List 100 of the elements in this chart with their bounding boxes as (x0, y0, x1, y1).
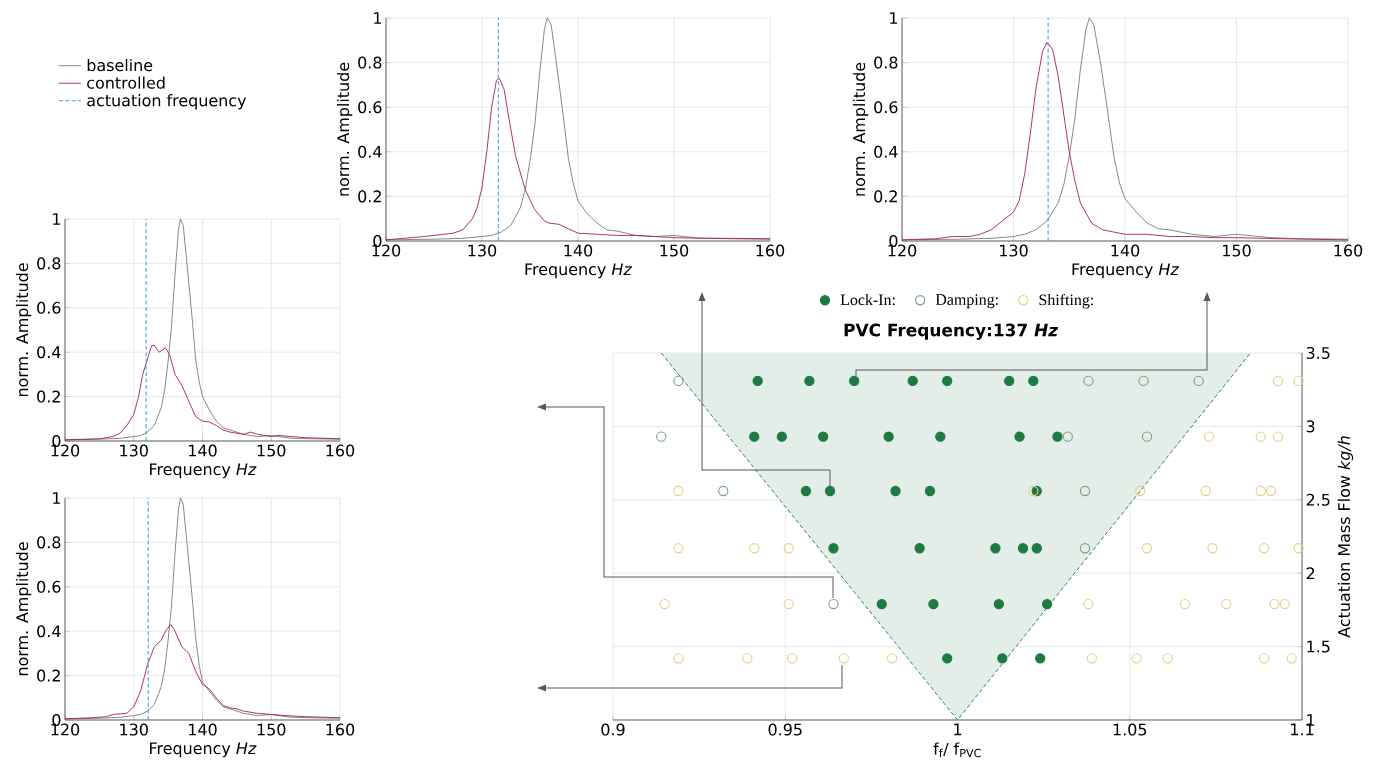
x-tick-label: 160 (326, 444, 355, 457)
x-tick-label: 160 (756, 244, 785, 257)
x-tick-label: 140 (564, 244, 593, 257)
y-tick-label: 0.2 (37, 390, 60, 403)
y-tick-label: 2 (1306, 567, 1315, 580)
point (1141, 543, 1153, 554)
point (1286, 653, 1297, 664)
y-tick-label: 0.4 (874, 145, 898, 158)
x-tick-label: 140 (1111, 244, 1140, 257)
point (828, 598, 839, 610)
x-tick-label: 140 (189, 723, 217, 736)
y-tick-label: 0.6 (37, 301, 61, 314)
legend-label: Lock-In: (840, 293, 895, 306)
x-axis-title: Frequency Hz (525, 263, 633, 279)
x-tick-label: 130 (1000, 244, 1028, 257)
x-tick-label: 0.95 (768, 723, 802, 736)
point (1028, 375, 1039, 387)
point (1255, 431, 1266, 442)
x-tick-label: 150 (257, 444, 286, 457)
legend-label: controlled (87, 76, 165, 89)
y-tick-label: 0.8 (37, 536, 61, 549)
point (1255, 485, 1266, 497)
point (804, 375, 815, 387)
x-tick-label: 1 (954, 723, 962, 736)
x-tick-label: 150 (1223, 244, 1251, 257)
x-tick-label: 0.9 (601, 723, 625, 736)
point (783, 543, 794, 554)
y-tick-label: 1 (53, 492, 61, 504)
point (942, 653, 953, 664)
point (1179, 598, 1191, 610)
point (849, 375, 860, 387)
point (673, 543, 684, 554)
x-axis-title: Frequency Hz (150, 463, 257, 479)
y-tick-label: 3 (1306, 420, 1315, 433)
x-tick-label: 130 (120, 444, 148, 457)
point (783, 598, 794, 610)
point (1207, 543, 1218, 554)
y-tick-label: 0.4 (37, 346, 61, 359)
y-tick-label: 0.4 (358, 145, 382, 158)
point (1269, 598, 1280, 610)
legend-label: actuation frequency (87, 94, 247, 110)
point (990, 543, 1001, 554)
point (1279, 598, 1290, 610)
point (997, 653, 1008, 664)
point (1014, 431, 1025, 442)
point (1134, 485, 1146, 497)
x-tick-label: 1.05 (1113, 723, 1147, 736)
x-axis-title: Frequency Hz (1072, 263, 1180, 279)
y-tick-label: 1 (53, 213, 61, 225)
y-tick-label: 2.5 (1306, 493, 1330, 506)
point (1200, 485, 1211, 497)
point (673, 375, 684, 387)
y-tick-label: 0.2 (358, 190, 381, 203)
point (1272, 431, 1284, 442)
point (659, 598, 670, 610)
point (673, 653, 684, 664)
point (787, 653, 798, 664)
point (1041, 598, 1053, 610)
point (886, 653, 898, 664)
y-tick-label: 0.6 (874, 101, 898, 114)
x-tick-label: 140 (189, 444, 217, 457)
y-axis-title: norm. Amplitude (336, 62, 353, 196)
point (1258, 543, 1270, 554)
y-axis-title: norm. Amplitude (852, 62, 869, 196)
x-tick-label: 160 (326, 723, 355, 736)
point (1035, 653, 1046, 664)
point (718, 485, 729, 497)
x-tick-label: 130 (468, 244, 497, 257)
point (1221, 598, 1232, 610)
point (1079, 543, 1091, 554)
point (752, 375, 763, 387)
point (914, 543, 925, 554)
point (993, 598, 1005, 610)
x-axis-title: f$_{f}$/ f$_{PVC}$ (933, 742, 981, 758)
y-tick-label: 1 (890, 12, 898, 24)
y-axis-title: norm. Amplitude (15, 263, 32, 397)
y-axis-title: norm. Amplitude (15, 542, 32, 676)
point (1131, 653, 1142, 664)
point (1083, 375, 1094, 387)
y-tick-label: 0.8 (358, 56, 382, 69)
x-tick-label: 150 (257, 723, 286, 736)
y-tick-label: 3.5 (1306, 346, 1330, 360)
x-axis-title: Frequency Hz (150, 742, 257, 758)
point (818, 431, 829, 442)
point (1293, 543, 1304, 554)
point (673, 485, 684, 497)
y-axis-title: Actuation Mass Flow kg/h (1337, 436, 1354, 638)
point (1004, 375, 1015, 387)
point (1272, 375, 1284, 387)
point (742, 653, 753, 664)
y-tick-label: 0.6 (37, 580, 61, 593)
y-tick-label: 1.5 (1307, 640, 1330, 653)
point (1052, 431, 1063, 442)
point (1083, 598, 1094, 610)
y-tick-label: 1 (374, 12, 382, 24)
point (928, 598, 939, 610)
point (1017, 543, 1029, 554)
legend-label: Shifting: (1039, 293, 1093, 309)
point (1203, 431, 1215, 442)
y-tick-label: 0.8 (37, 257, 61, 270)
